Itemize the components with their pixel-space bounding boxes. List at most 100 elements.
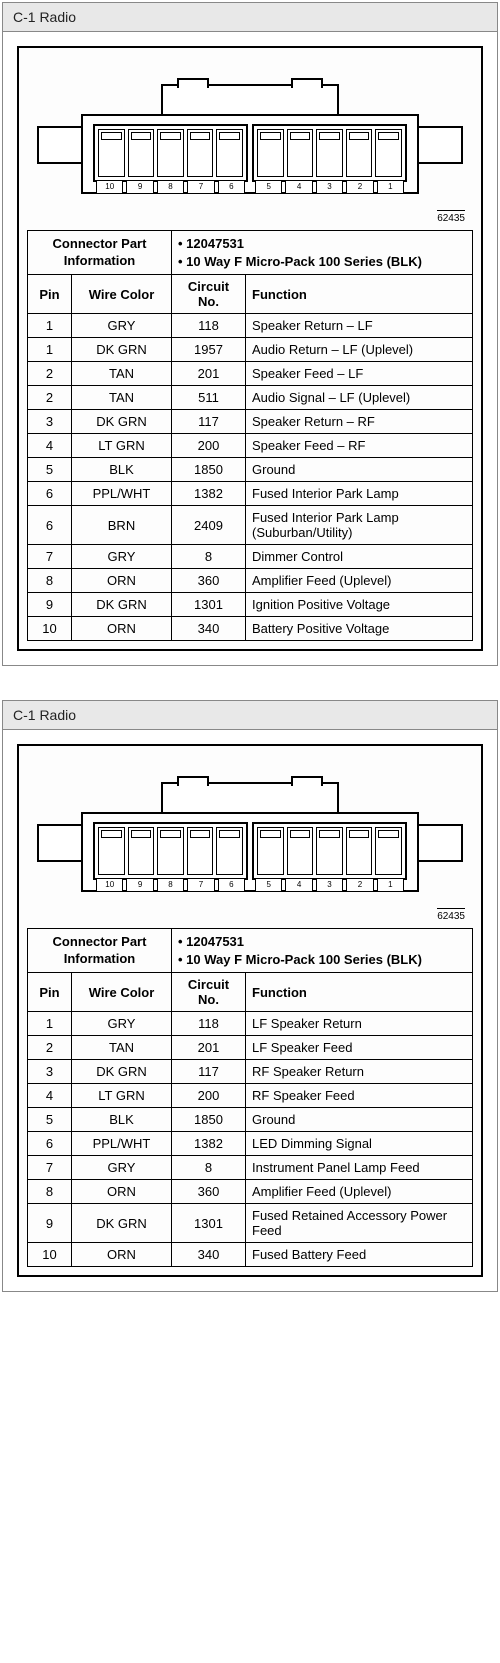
pin-label: 1 xyxy=(377,878,404,892)
connector-pin xyxy=(216,129,243,177)
table-row: 1 DK GRN 1957 Audio Return – LF (Uplevel… xyxy=(28,338,473,362)
pin-label: 10 xyxy=(96,180,123,194)
connector-pin xyxy=(316,129,343,177)
cell-circuit: 8 xyxy=(172,545,246,569)
cell-function: Speaker Return – LF xyxy=(246,314,473,338)
cell-function: LF Speaker Return xyxy=(246,1012,473,1036)
header-row: Pin Wire Color Circuit No. Function xyxy=(28,275,473,314)
pin-label: 7 xyxy=(187,878,214,892)
cell-function: Ignition Positive Voltage xyxy=(246,593,473,617)
panel-title: C-1 Radio xyxy=(3,3,497,32)
panel-body: 109876 54321 62435 Connector Part Inform… xyxy=(3,32,497,665)
cell-pin: 7 xyxy=(28,1156,72,1180)
connector-pin xyxy=(287,827,314,875)
cell-function: RF Speaker Feed xyxy=(246,1084,473,1108)
cell-pin: 6 xyxy=(28,1132,72,1156)
cell-pin: 9 xyxy=(28,593,72,617)
info-row: Connector Part Information 12047531 10 W… xyxy=(28,231,473,275)
connector-info-label: Connector Part Information xyxy=(28,929,172,973)
cell-circuit: 8 xyxy=(172,1156,246,1180)
cell-wire: ORN xyxy=(72,569,172,593)
table-row: 7 GRY 8 Dimmer Control xyxy=(28,545,473,569)
cell-function: LED Dimming Signal xyxy=(246,1132,473,1156)
table-row: 2 TAN 201 LF Speaker Feed xyxy=(28,1036,473,1060)
cell-wire: BLK xyxy=(72,458,172,482)
hdr-pin: Pin xyxy=(28,275,72,314)
table-row: 8 ORN 360 Amplifier Feed (Uplevel) xyxy=(28,1180,473,1204)
table-row: 6 PPL/WHT 1382 LED Dimming Signal xyxy=(28,1132,473,1156)
connector-info-label: Connector Part Information xyxy=(28,231,172,275)
cell-function: Fused Interior Park Lamp xyxy=(246,482,473,506)
pinout-table: Connector Part Information 12047531 10 W… xyxy=(27,928,473,1267)
connector-pin xyxy=(316,827,343,875)
pin-label: 1 xyxy=(377,180,404,194)
connector-pin xyxy=(98,827,125,875)
hdr-function: Function xyxy=(246,973,473,1012)
pin-label: 2 xyxy=(346,878,373,892)
pin-label: 3 xyxy=(316,180,343,194)
cell-wire: PPL/WHT xyxy=(72,482,172,506)
pin-label: 5 xyxy=(255,878,282,892)
connector-panel: C-1 Radio 109876 54321 62435 Connector P… xyxy=(2,700,498,1292)
cell-circuit: 1382 xyxy=(172,1132,246,1156)
cell-wire: GRY xyxy=(72,545,172,569)
cell-function: Audio Signal – LF (Uplevel) xyxy=(246,386,473,410)
pinout-table: Connector Part Information 12047531 10 W… xyxy=(27,230,473,641)
cell-function: Dimmer Control xyxy=(246,545,473,569)
cell-circuit: 201 xyxy=(172,362,246,386)
connector-pin xyxy=(128,827,155,875)
cell-wire: DK GRN xyxy=(72,1204,172,1243)
cell-pin: 10 xyxy=(28,617,72,641)
cell-wire: BRN xyxy=(72,506,172,545)
cell-wire: DK GRN xyxy=(72,338,172,362)
panel-title: C-1 Radio xyxy=(3,701,497,730)
cell-wire: DK GRN xyxy=(72,593,172,617)
cell-wire: ORN xyxy=(72,1243,172,1267)
spec-sheet: 109876 54321 62435 Connector Part Inform… xyxy=(17,744,483,1277)
cell-circuit: 360 xyxy=(172,1180,246,1204)
cell-wire: GRY xyxy=(72,314,172,338)
connector-pin xyxy=(257,827,284,875)
cell-circuit: 1301 xyxy=(172,593,246,617)
cell-circuit: 340 xyxy=(172,1243,246,1267)
table-row: 4 LT GRN 200 RF Speaker Feed xyxy=(28,1084,473,1108)
cell-function: LF Speaker Feed xyxy=(246,1036,473,1060)
cell-wire: GRY xyxy=(72,1012,172,1036)
cell-circuit: 511 xyxy=(172,386,246,410)
cell-pin: 8 xyxy=(28,1180,72,1204)
connector-diagram: 109876 54321 62435 xyxy=(31,762,469,922)
table-row: 3 DK GRN 117 RF Speaker Return xyxy=(28,1060,473,1084)
hdr-wire: Wire Color xyxy=(72,973,172,1012)
cell-wire: TAN xyxy=(72,362,172,386)
cell-function: RF Speaker Return xyxy=(246,1060,473,1084)
cell-wire: DK GRN xyxy=(72,1060,172,1084)
connector-pin xyxy=(128,129,155,177)
info-row: Connector Part Information 12047531 10 W… xyxy=(28,929,473,973)
pin-label: 4 xyxy=(285,180,312,194)
cell-function: Ground xyxy=(246,458,473,482)
pin-label: 5 xyxy=(255,180,282,194)
cell-pin: 7 xyxy=(28,545,72,569)
cell-function: Fused Retained Accessory Power Feed xyxy=(246,1204,473,1243)
cell-function: Ground xyxy=(246,1108,473,1132)
table-row: 1 GRY 118 LF Speaker Return xyxy=(28,1012,473,1036)
connector-pin xyxy=(187,129,214,177)
cell-wire: LT GRN xyxy=(72,1084,172,1108)
pin-label: 6 xyxy=(218,878,245,892)
cell-circuit: 200 xyxy=(172,434,246,458)
cell-function: Amplifier Feed (Uplevel) xyxy=(246,1180,473,1204)
pin-label: 9 xyxy=(126,878,153,892)
cell-circuit: 117 xyxy=(172,410,246,434)
cell-circuit: 118 xyxy=(172,314,246,338)
cell-pin: 2 xyxy=(28,362,72,386)
connector-pin xyxy=(157,827,184,875)
hdr-wire: Wire Color xyxy=(72,275,172,314)
cell-circuit: 1850 xyxy=(172,458,246,482)
cell-function: Speaker Feed – RF xyxy=(246,434,473,458)
connector-pin xyxy=(216,827,243,875)
cell-circuit: 2409 xyxy=(172,506,246,545)
connector-diagram: 109876 54321 62435 xyxy=(31,64,469,224)
hdr-function: Function xyxy=(246,275,473,314)
part-number: 12047531 xyxy=(178,933,466,951)
cell-pin: 10 xyxy=(28,1243,72,1267)
